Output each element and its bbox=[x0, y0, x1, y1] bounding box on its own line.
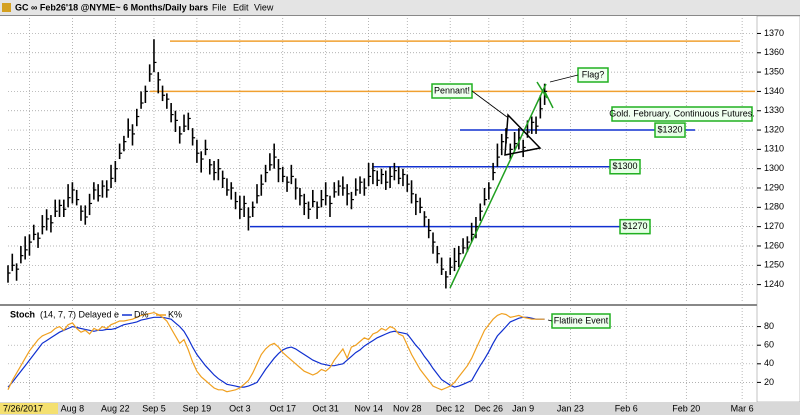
x-tick-label: Nov 28 bbox=[393, 403, 422, 413]
y-tick-label: 1240 bbox=[764, 279, 784, 289]
y-tick-label: 1270 bbox=[764, 221, 784, 231]
legend-label: D% bbox=[134, 309, 149, 319]
menu-item[interactable]: Edit bbox=[233, 2, 249, 12]
annotation: Flatline Event bbox=[554, 315, 609, 325]
y-tick-label: 1280 bbox=[764, 202, 784, 212]
y-tick-label: 1320 bbox=[764, 124, 784, 134]
level-label: $1300 bbox=[612, 161, 637, 171]
y-tick-label: 1360 bbox=[764, 47, 784, 57]
flag-line bbox=[536, 81, 548, 99]
annotation: Flag? bbox=[582, 69, 605, 79]
y-tick-label: 20 bbox=[764, 377, 774, 387]
x-tick-label: Sep 5 bbox=[142, 403, 166, 413]
level-label-box bbox=[609, 159, 641, 175]
y-tick-label: 1310 bbox=[764, 144, 784, 154]
x-tick-label: Jan 23 bbox=[557, 403, 584, 413]
x-tick-label: Aug 22 bbox=[101, 403, 130, 413]
annotation-box bbox=[611, 106, 753, 122]
y-tick-label: 1300 bbox=[764, 163, 784, 173]
x-tick-label: Feb 6 bbox=[615, 403, 638, 413]
x-tick-label: Jan 9 bbox=[512, 403, 534, 413]
level-label: $1320 bbox=[657, 124, 682, 134]
y-tick-label: 60 bbox=[764, 340, 774, 350]
stoch-line bbox=[7, 311, 545, 393]
x-tick-label: Sep 19 bbox=[183, 403, 212, 413]
y-tick-label: 1330 bbox=[764, 105, 784, 115]
annotation-arrow bbox=[471, 90, 508, 118]
legend-label: K% bbox=[168, 309, 182, 319]
pennant bbox=[504, 113, 542, 156]
level-label-box bbox=[619, 218, 651, 235]
separator bbox=[0, 15, 800, 16]
stoch-title: Stoch bbox=[10, 309, 35, 319]
flag-line bbox=[544, 91, 554, 109]
x-tick-label: 7/26/2017 bbox=[3, 403, 43, 413]
annotation: Gold. February. Continuous Futures. bbox=[609, 108, 754, 118]
menu-item[interactable]: File bbox=[212, 2, 227, 12]
panel-separator bbox=[0, 304, 757, 306]
plot-layer: 7/26/2017 Aug 8 Aug 22 Sep 5 Sep 19 Oct 3 Oct … bbox=[0, 18, 784, 414]
window-title: GC ∞ Feb26'18 @NYME~ 6 Months/Daily bars bbox=[15, 2, 208, 12]
x-tick-label: Oct 17 bbox=[270, 403, 297, 413]
title-bar bbox=[0, 0, 800, 15]
y-tick-label: 1350 bbox=[764, 66, 784, 76]
window-controls[interactable] bbox=[748, 2, 798, 13]
annotation: Pennant! bbox=[434, 85, 470, 95]
y-tick-label: 40 bbox=[764, 358, 774, 368]
trend-line bbox=[449, 83, 547, 289]
level-label: $1270 bbox=[622, 221, 647, 231]
x-tick-label: Dec 26 bbox=[475, 403, 504, 413]
level-label-box bbox=[654, 122, 686, 138]
x-tick-label: Dec 12 bbox=[436, 403, 465, 413]
x-tick-label: Aug 8 bbox=[61, 403, 85, 413]
x-tick-label: Mar 6 bbox=[731, 403, 754, 413]
window-icon bbox=[2, 3, 11, 12]
price-axis bbox=[756, 15, 800, 403]
x-tick-label: Feb 20 bbox=[672, 403, 700, 413]
stoch-subtitle: (14, 7, 7) Delayed e bbox=[40, 309, 119, 319]
y-tick-label: 1250 bbox=[764, 260, 784, 270]
x-tick-label: Nov 14 bbox=[354, 403, 383, 413]
y-tick-label: 1290 bbox=[764, 182, 784, 192]
y-tick-label: 1260 bbox=[764, 240, 784, 250]
y-tick-label: 80 bbox=[764, 321, 774, 331]
date-axis bbox=[0, 402, 800, 415]
cursor-date-box bbox=[0, 403, 58, 414]
x-tick-label: Oct 31 bbox=[312, 403, 339, 413]
x-tick-label: Oct 3 bbox=[229, 403, 251, 413]
annotation-arrow bbox=[547, 319, 553, 322]
y-tick-label: 1340 bbox=[764, 86, 784, 96]
menu-item[interactable]: View bbox=[254, 2, 274, 12]
y-tick-label: 1370 bbox=[764, 28, 784, 38]
annotation-arrow bbox=[549, 74, 579, 83]
